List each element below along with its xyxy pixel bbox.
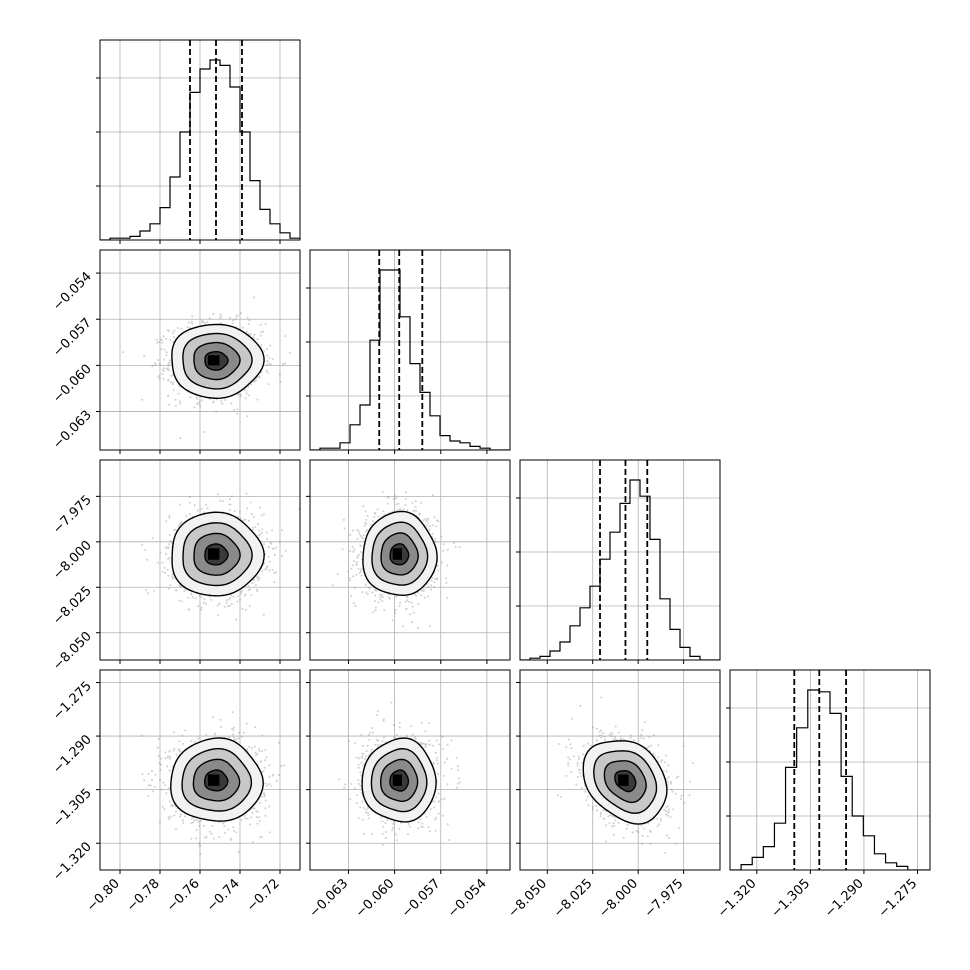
panel-frame — [309, 459, 511, 661]
panel-2-2 — [516, 459, 721, 661]
histogram-2 — [520, 479, 720, 660]
x-tick-label: −7.975 — [642, 876, 687, 921]
panel-content — [520, 460, 720, 660]
panel-1-0 — [99, 249, 301, 451]
density-peak — [207, 355, 220, 366]
contour-line-3 — [361, 737, 437, 823]
x-tick-label: −0.063 — [307, 876, 352, 921]
contour-line-0 — [204, 351, 229, 371]
panels-layer — [96, 39, 931, 874]
contour-line-1 — [193, 532, 241, 576]
panel-content — [310, 670, 510, 870]
panel-1-1 — [306, 249, 511, 451]
contour-line-0 — [614, 769, 637, 793]
panel-content — [100, 40, 300, 240]
density-peak — [207, 774, 220, 786]
y-tick-label: −0.057 — [50, 315, 95, 360]
panel-3-3 — [726, 669, 931, 871]
contour-line-3 — [170, 737, 264, 822]
contour-line-0 — [389, 543, 410, 566]
contour-line-3 — [362, 510, 438, 597]
contour-line-2 — [182, 522, 253, 587]
x-tick-label: −0.74 — [204, 876, 243, 915]
contour-line-1 — [380, 532, 419, 576]
histogram-0 — [100, 59, 300, 240]
x-tick-label: −8.050 — [505, 876, 550, 921]
histogram-1 — [310, 269, 510, 450]
panel-2-1 — [309, 459, 511, 661]
contour-line-2 — [371, 521, 429, 586]
panel-content — [100, 250, 300, 450]
y-tick-label: −8.025 — [50, 583, 95, 628]
panel-content — [310, 460, 510, 660]
x-tick-label: −1.305 — [769, 876, 814, 921]
x-tick-label: −1.320 — [715, 876, 760, 921]
contour-line-1 — [193, 341, 241, 381]
x-tick-label: −0.80 — [84, 876, 123, 915]
contour-line-0 — [204, 543, 229, 566]
y-tick-label: −1.305 — [50, 786, 95, 831]
panel-content — [100, 670, 300, 870]
histogram-3 — [730, 689, 930, 870]
panel-frame — [519, 459, 721, 661]
x-tick-label: −0.72 — [244, 876, 283, 915]
contour-line-0 — [389, 769, 410, 792]
contour-line-1 — [192, 758, 241, 802]
density-peak — [392, 774, 402, 786]
density-peak — [392, 548, 402, 560]
contour-line-1 — [380, 758, 419, 802]
panel-frame — [309, 249, 511, 451]
y-tick-label: −7.975 — [50, 493, 95, 538]
x-tick-label: −0.054 — [445, 876, 490, 921]
y-tick-label: −1.275 — [50, 679, 95, 724]
contour-line-2 — [181, 748, 253, 812]
y-tick-label: −1.290 — [50, 732, 95, 777]
y-tick-label: −8.050 — [50, 629, 95, 674]
x-tick-label: −0.76 — [164, 876, 203, 915]
x-tick-label: −0.057 — [399, 876, 444, 921]
contour-line-1 — [603, 760, 647, 804]
panel-3-1 — [309, 669, 511, 871]
x-tick-label: −1.290 — [822, 876, 867, 921]
y-tick-label: −0.054 — [50, 269, 95, 314]
contour-line-2 — [182, 332, 253, 390]
x-tick-label: −8.025 — [551, 876, 596, 921]
panel-frame — [729, 669, 931, 871]
contour-line-3 — [582, 740, 668, 825]
panel-3-0 — [99, 669, 301, 871]
density-peak — [618, 774, 629, 786]
x-tick-label: −1.275 — [876, 876, 921, 921]
panel-0-0 — [96, 39, 301, 241]
y-tick-label: −0.060 — [50, 362, 95, 407]
contour-line-3 — [171, 511, 265, 597]
density-peak — [207, 548, 220, 560]
panel-content — [310, 250, 510, 450]
panel-frame — [519, 669, 721, 871]
panel-content — [520, 670, 720, 870]
panel-3-2 — [519, 669, 721, 871]
contour-line-2 — [593, 750, 658, 814]
contour-line-0 — [204, 769, 229, 792]
x-tick-label: −8.000 — [596, 876, 641, 921]
panel-content — [730, 670, 930, 870]
panel-2-0 — [99, 459, 301, 661]
y-tick-label: −0.063 — [50, 408, 95, 453]
y-tick-label: −1.320 — [50, 839, 95, 884]
x-tick-label: −0.78 — [124, 876, 163, 915]
contour-line-3 — [171, 323, 265, 400]
panel-content — [100, 460, 300, 660]
contour-line-2 — [370, 747, 428, 813]
y-tick-label: −8.000 — [50, 538, 95, 583]
panel-frame — [309, 669, 511, 871]
x-tick-label: −0.060 — [353, 876, 398, 921]
